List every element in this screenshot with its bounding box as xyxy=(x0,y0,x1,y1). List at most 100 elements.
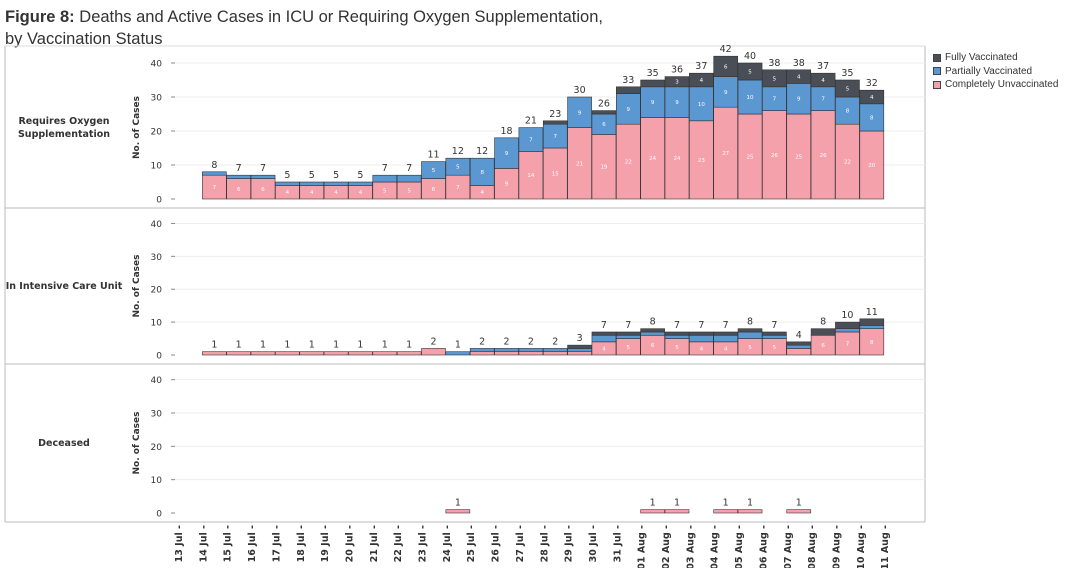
y-tick-label: 40 xyxy=(151,220,163,230)
legend-label-unvax: Completely Unvaccinated xyxy=(945,79,1059,90)
bar-segment-fully xyxy=(835,79,860,98)
x-tick-label: 06 Aug - xyxy=(758,525,769,568)
segment-label: 6 xyxy=(602,122,606,128)
bar-total-label: 42 xyxy=(720,44,732,55)
bar-total-label: 1 xyxy=(333,340,339,351)
y-tick-label: 30 xyxy=(151,410,163,420)
y-tick-label: 10 xyxy=(151,476,163,486)
bar-segment-unvax xyxy=(567,127,592,200)
bar-segment-partial xyxy=(396,174,422,183)
segment-label: 4 xyxy=(821,78,825,84)
x-tick-label: 16 Jul - xyxy=(247,525,258,562)
bar-total-label: 7 xyxy=(382,163,388,174)
bar-total-label: 26 xyxy=(598,99,610,110)
segment-label: 5 xyxy=(456,165,460,171)
bar-total-label: 7 xyxy=(260,163,266,174)
segment-label: 7 xyxy=(529,138,533,144)
bar-segment-fully xyxy=(835,321,860,329)
bar-total-label: 1 xyxy=(650,498,656,509)
bar-segment-fully xyxy=(542,120,568,125)
bar-segment-fully xyxy=(640,328,665,333)
bar-total-label: 7 xyxy=(698,320,704,331)
bar-segment-fully xyxy=(786,69,812,84)
bar-total-label: 7 xyxy=(625,320,631,331)
bar-segment-fully xyxy=(713,55,739,77)
segment-label: 4 xyxy=(700,78,704,84)
segment-label: 5 xyxy=(407,189,411,195)
bar-segment-partial xyxy=(713,76,739,108)
bar-segment-partial xyxy=(567,96,592,128)
bar-segment-unvax xyxy=(664,117,690,200)
bar-total-label: 21 xyxy=(525,116,537,127)
segment-label: 26 xyxy=(820,153,827,159)
segment-label: 8 xyxy=(870,115,874,121)
panel-label: Supplementation xyxy=(18,129,110,140)
bar-segment-unvax xyxy=(786,509,812,514)
x-tick-label: 07 Aug - xyxy=(783,525,794,568)
segment-label: 6 xyxy=(261,187,265,193)
x-tick-label: 24 Jul - xyxy=(442,525,453,562)
bar-total-label: 37 xyxy=(695,61,707,72)
segment-label: 3 xyxy=(675,80,679,86)
segment-label: 7 xyxy=(773,97,777,103)
bar-total-label: 7 xyxy=(601,320,607,331)
panel-label: Deceased xyxy=(38,438,90,449)
bar-segment-unvax xyxy=(713,509,739,514)
segment-label: 26 xyxy=(771,153,778,159)
bar-segment-fully xyxy=(810,328,836,336)
bar-total-label: 38 xyxy=(793,58,805,69)
bar-total-label: 38 xyxy=(768,58,780,69)
segment-label: 24 xyxy=(649,156,656,162)
segment-label: 7 xyxy=(456,185,460,191)
segment-label: 7 xyxy=(821,97,825,103)
bar-segment-fully xyxy=(737,62,763,81)
bar-total-label: 12 xyxy=(452,146,464,157)
bar-total-label: 36 xyxy=(671,65,683,76)
x-tick-label: 15 Jul - xyxy=(223,525,234,562)
bar-segment-partial xyxy=(786,344,812,349)
segment-label: 10 xyxy=(698,102,705,108)
x-tick-label: 30 Jul - xyxy=(588,525,599,562)
segment-label: 5 xyxy=(748,70,752,76)
y-tick-label: 0 xyxy=(156,196,162,206)
x-tick-label: 02 Aug - xyxy=(661,525,672,568)
bar-segment-unvax xyxy=(615,123,641,200)
y-tick-label: 10 xyxy=(151,162,163,172)
x-tick-label: 13 Jul - xyxy=(174,525,185,562)
panel-3: 0 10 20 30 40 No. of Cases Deceased 1 1 1 1 1 1 xyxy=(5,376,925,523)
segment-label: 21 xyxy=(576,161,583,167)
bar-segment-unvax xyxy=(786,113,812,200)
x-tick-label: 22 Jul - xyxy=(393,525,404,562)
segment-label: 10 xyxy=(747,95,754,101)
y-tick-label: 30 xyxy=(151,94,163,104)
bar-total-label: 1 xyxy=(309,340,315,351)
segment-label: 5 xyxy=(773,345,777,351)
x-tick-label: 20 Jul - xyxy=(344,525,355,562)
segment-label: 4 xyxy=(359,190,363,196)
bar-total-label: 7 xyxy=(723,320,729,331)
bar-segment-unvax xyxy=(640,509,665,514)
bar-total-label: 5 xyxy=(357,170,363,181)
bar-total-label: 7 xyxy=(406,163,412,174)
y-tick-label: 0 xyxy=(156,510,162,520)
y-tick-label: 20 xyxy=(151,443,163,453)
segment-label: 9 xyxy=(505,151,509,157)
bar-segment-fully xyxy=(567,344,592,349)
bar-total-label: 1 xyxy=(357,340,363,351)
segment-label: 9 xyxy=(627,107,631,113)
bar-total-label: 35 xyxy=(841,68,853,79)
segment-label: 8 xyxy=(870,340,874,346)
bar-total-label: 1 xyxy=(723,498,729,509)
bar-segment-unvax xyxy=(469,351,495,356)
bar-segment-fully xyxy=(591,331,617,336)
bar-segment-unvax xyxy=(591,134,617,200)
segment-label: 5 xyxy=(675,345,679,351)
legend-swatch-fully xyxy=(933,53,941,62)
legend-label-partial: Partially Vaccinated xyxy=(945,65,1033,77)
segment-label: 4 xyxy=(602,346,606,352)
bar-segment-partial xyxy=(299,181,325,186)
bar-segment-partial xyxy=(445,351,471,356)
x-tick-label: 05 Aug - xyxy=(734,525,745,568)
x-tick-label: 09 Aug - xyxy=(831,525,842,568)
